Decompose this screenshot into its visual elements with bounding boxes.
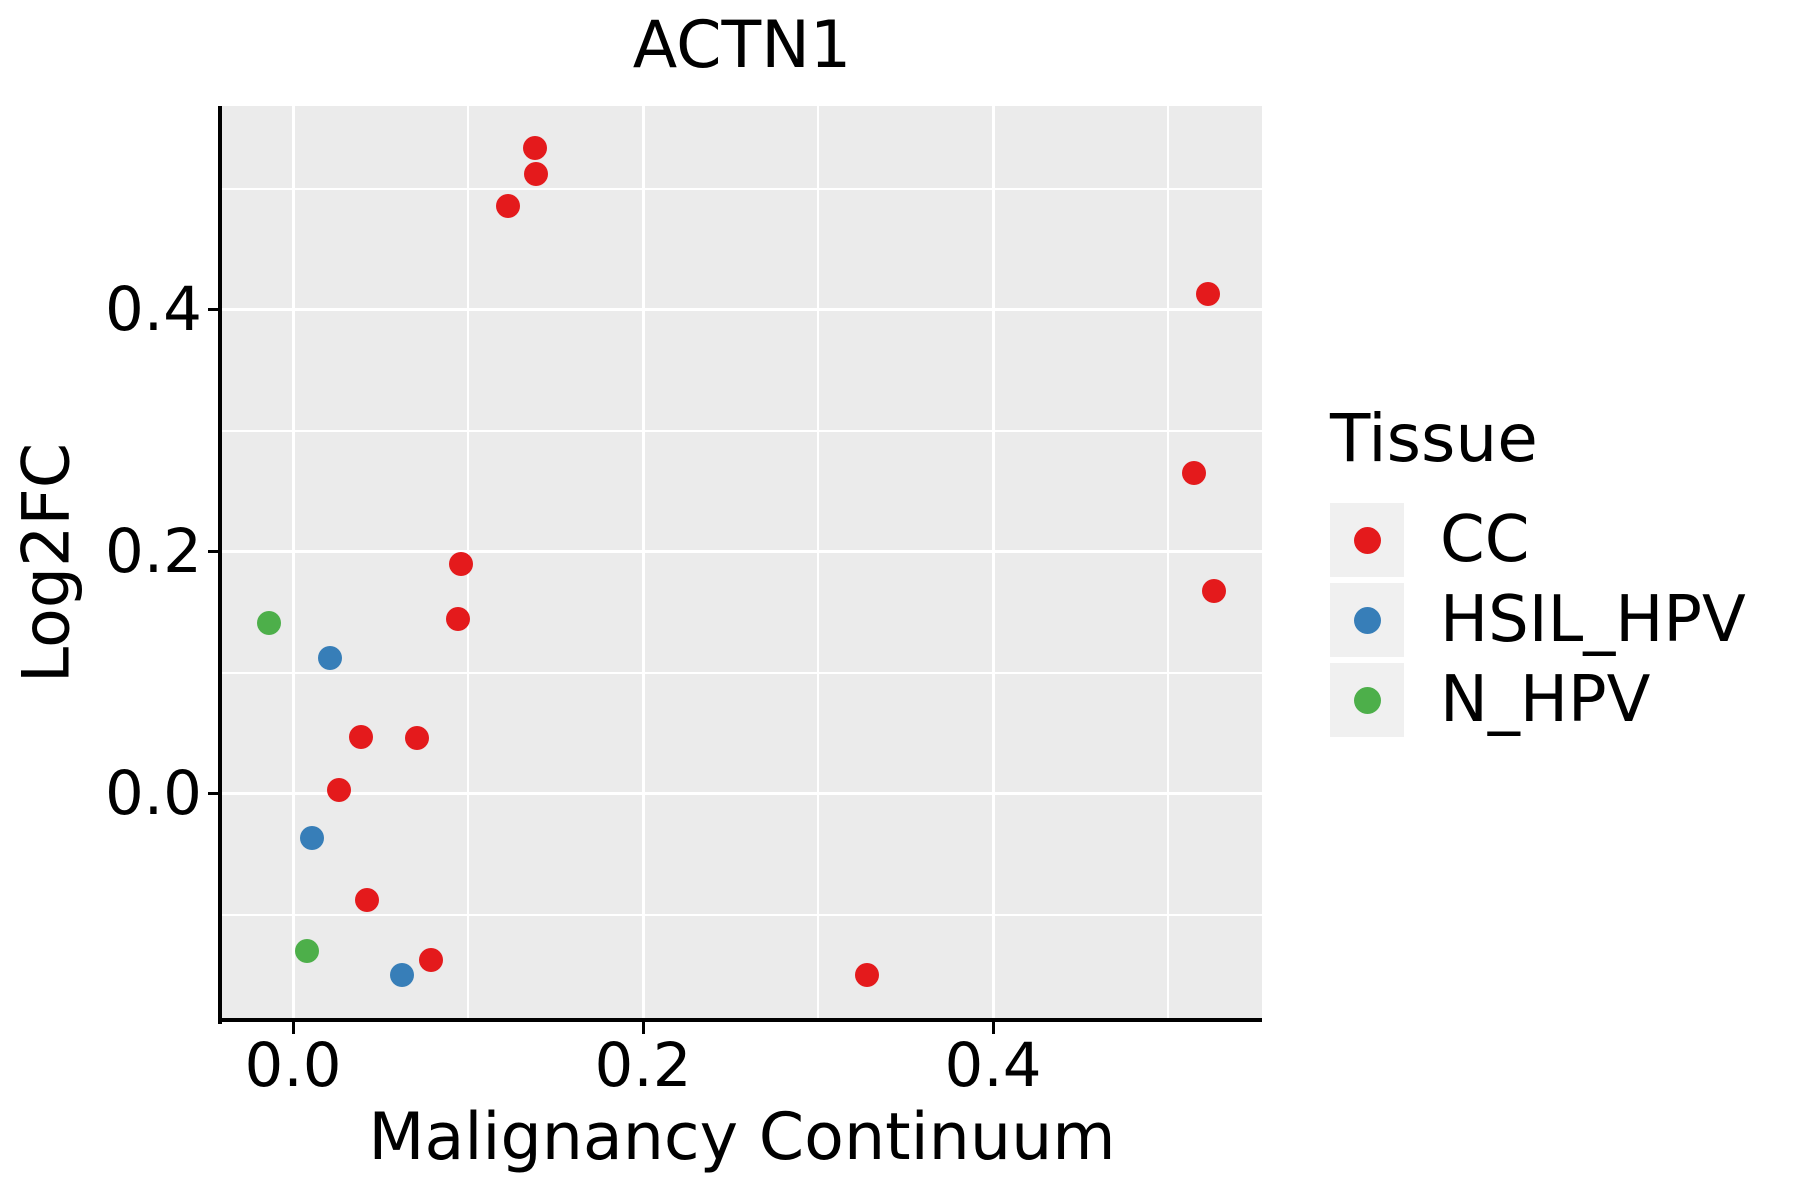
point-CC	[354, 888, 379, 913]
point-HSIL_HPV	[389, 963, 414, 988]
x-tick-mark	[641, 1020, 645, 1034]
legend-label-HSIL_HPV: HSIL_HPV	[1440, 583, 1746, 657]
gridline-y-minor	[222, 913, 1262, 916]
legend-key-N_HPV	[1330, 663, 1404, 737]
gridline-y-minor	[222, 671, 1262, 674]
y-axis-title: Log2FC	[9, 442, 85, 684]
gridline-x-major	[641, 106, 645, 1020]
point-CC	[496, 193, 521, 218]
gridline-y-major	[222, 550, 1262, 554]
point-HSIL_HPV	[300, 825, 325, 850]
plot-panel	[222, 106, 1262, 1020]
point-CC	[524, 162, 549, 187]
y-tick-label: 0.4	[104, 274, 202, 346]
gridline-y-minor	[222, 188, 1262, 190]
gridline-x-major	[291, 106, 295, 1020]
legend-dot-N_HPV	[1353, 686, 1381, 714]
gridline-y-major	[222, 308, 1262, 312]
x-tick-label: 0.2	[594, 1030, 692, 1101]
chart-title: ACTN1	[632, 8, 852, 83]
legend-title: Tissue	[1330, 400, 1538, 477]
y-axis-line	[218, 106, 222, 1024]
gridline-y-major	[222, 792, 1262, 796]
legend-label-N_HPV: N_HPV	[1440, 663, 1651, 737]
x-axis-line	[218, 1018, 1262, 1022]
point-CC	[1182, 461, 1207, 486]
point-CC	[522, 135, 547, 160]
y-tick-label: 0.2	[104, 516, 202, 588]
y-tick-mark	[208, 550, 222, 554]
point-CC	[349, 725, 374, 750]
point-N_HPV	[295, 939, 320, 964]
gridline-x-minor	[1167, 106, 1170, 1020]
point-CC	[1201, 578, 1226, 603]
legend-key-CC	[1330, 503, 1404, 577]
x-tick-mark	[991, 1020, 995, 1034]
point-CC	[855, 963, 880, 988]
y-tick-label: 0.0	[104, 758, 202, 830]
gridline-x-major	[991, 106, 995, 1020]
point-N_HPV	[256, 611, 281, 636]
point-CC	[419, 947, 444, 972]
x-tick-label: 0.0	[244, 1030, 342, 1101]
y-tick-mark	[208, 308, 222, 312]
y-tick-mark	[208, 792, 222, 796]
gridline-y-minor	[222, 429, 1262, 432]
point-CC	[1196, 282, 1221, 307]
x-axis-title: Malignancy Continuum	[368, 1100, 1116, 1175]
gridline-x-minor	[817, 106, 820, 1020]
legend-label-CC: CC	[1440, 503, 1530, 577]
point-CC	[405, 726, 430, 751]
point-CC	[445, 606, 470, 631]
x-tick-mark	[291, 1020, 295, 1034]
point-HSIL_HPV	[317, 646, 342, 671]
legend-dot-HSIL_HPV	[1353, 606, 1381, 634]
point-CC	[449, 552, 474, 577]
legend-key-HSIL_HPV	[1330, 583, 1404, 657]
x-tick-label: 0.4	[944, 1030, 1042, 1101]
legend-dot-CC	[1353, 526, 1381, 554]
point-CC	[326, 778, 351, 803]
